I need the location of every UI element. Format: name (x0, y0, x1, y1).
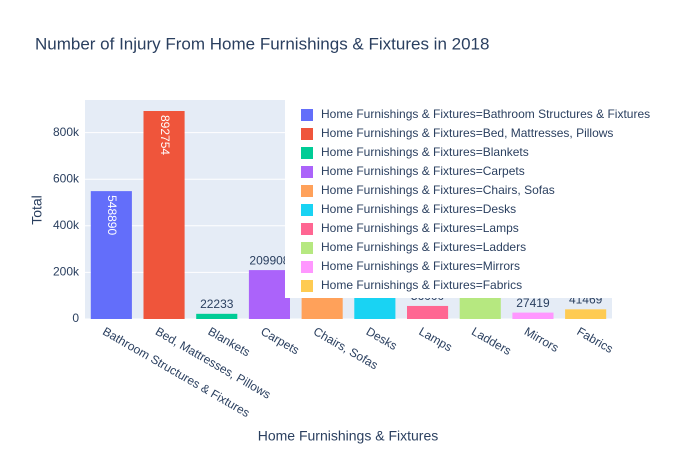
y-tick-label: 800k (53, 125, 80, 139)
legend-label: Home Furnishings & Fixtures=Mirrors (321, 259, 520, 273)
legend-label: Home Furnishings & Fixtures=Bed, Mattres… (321, 126, 613, 140)
legend-swatch (301, 242, 313, 254)
value-label: 548890 (105, 195, 119, 235)
legend-label: Home Furnishings & Fixtures=Bathroom Str… (321, 107, 650, 121)
bar (512, 312, 554, 319)
chart-title: Number of Injury From Home Furnishings &… (35, 34, 489, 53)
legend-swatch (301, 185, 313, 197)
legend-label: Home Furnishings & Fixtures=Desks (321, 202, 516, 216)
y-tick-label: 200k (53, 265, 80, 279)
legend-box (285, 100, 700, 298)
x-tick-label: Desks (364, 324, 400, 353)
legend-swatch (301, 280, 313, 292)
legend-swatch (301, 204, 313, 216)
legend-swatch (301, 261, 313, 273)
y-tick-label: 0 (72, 311, 79, 325)
value-label: 892754 (158, 115, 172, 155)
legend-label: Home Furnishings & Fixtures=Ladders (321, 240, 526, 254)
legend-label: Home Furnishings & Fixtures=Fabrics (321, 278, 522, 292)
legend-label: Home Furnishings & Fixtures=Lamps (321, 221, 519, 235)
bar (196, 313, 238, 319)
x-tick-label: Lamps (416, 324, 454, 354)
y-tick-label: 600k (53, 171, 80, 185)
x-tick-label: Fabrics (575, 324, 616, 356)
legend-swatch (301, 128, 313, 140)
x-tick-label: Ladders (469, 324, 514, 358)
bar (143, 111, 185, 319)
y-tick-label: 400k (53, 218, 80, 232)
bar (565, 309, 607, 319)
bar (406, 305, 449, 319)
bar (90, 191, 132, 319)
legend-swatch (301, 109, 313, 121)
legend-label: Home Furnishings & Fixtures=Chairs, Sofa… (321, 183, 555, 197)
value-label: 209908 (249, 253, 289, 267)
x-tick-label: Carpets (258, 324, 301, 357)
legend-label: Home Furnishings & Fixtures=Carpets (321, 164, 525, 178)
value-label: 22233 (200, 297, 234, 311)
x-tick-label: Mirrors (522, 324, 561, 355)
legend-swatch (301, 147, 313, 159)
x-axis-title: Home Furnishings & Fixtures (258, 428, 439, 444)
legend-swatch (301, 166, 313, 178)
legend-label: Home Furnishings & Fixtures=Blankets (321, 145, 529, 159)
bar (248, 270, 291, 319)
legend-swatch (301, 223, 313, 235)
value-label: 27419 (516, 296, 550, 310)
y-axis-title: Total (29, 195, 45, 225)
